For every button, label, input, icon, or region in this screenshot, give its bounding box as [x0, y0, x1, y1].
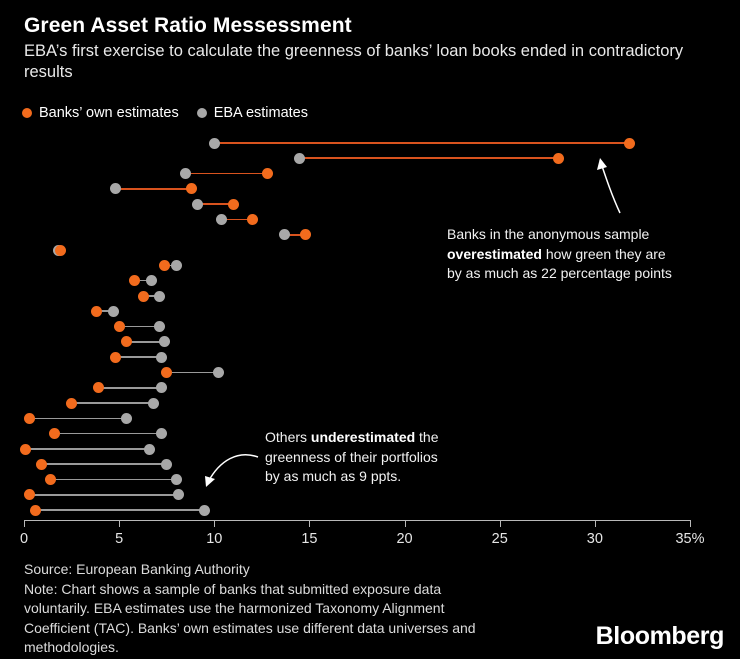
x-axis-tick — [119, 520, 121, 527]
chart-footer: Source: European Banking Authority Note:… — [24, 560, 730, 658]
x-axis-tick-label: 10 — [206, 531, 223, 547]
annotation-underestimated: Others underestimated the greenness of t… — [265, 428, 495, 487]
bloomberg-logo: Bloomberg — [595, 622, 725, 650]
x-axis-tick — [594, 520, 596, 527]
annotation-under-line2: greenness of their portfolios — [265, 448, 438, 465]
circle-marker-icon — [196, 108, 207, 118]
annotation-under-bold: underestimated — [310, 429, 416, 445]
annotation-under-post: the — [415, 429, 439, 445]
x-axis-tick — [309, 520, 311, 527]
page-title: Green Asset Ratio Messessment — [24, 14, 352, 37]
x-axis-tick-label: 35% — [675, 531, 705, 547]
x-axis-tick-label: 0 — [19, 531, 29, 547]
chart-header: Green Asset Ratio Messessment EBA’s firs… — [24, 14, 730, 82]
x-axis-tick-label: 30 — [586, 531, 603, 547]
x-axis-tick — [690, 520, 691, 527]
x-axis-tick-label: 15 — [301, 531, 318, 547]
x-axis-tick-label: 25 — [491, 531, 508, 547]
annotation-over-line2: overestimated how green they are — [447, 245, 707, 265]
x-axis-line — [24, 520, 690, 521]
legend-item-0[interactable]: Banks’ own estimates — [22, 106, 179, 120]
annotation-under-line1: Others underestimated the — [265, 428, 495, 448]
footer-note-line-4: methodologies. — [24, 639, 119, 655]
footer-note-line-2: voluntarily. EBA estimates use the harmo… — [24, 600, 445, 616]
footer-note-line-3: Coefficient (TAC). Banks’ own estimates … — [24, 619, 476, 636]
annotation-over-line1: Banks in the anonymous sample — [447, 226, 650, 242]
annotation-over-line3: by as much as 22 percentage points — [447, 265, 672, 281]
x-axis-tick-label: 20 — [396, 531, 413, 547]
x-axis-tick — [499, 520, 501, 527]
x-axis-tick — [214, 520, 216, 527]
annotation-under-pre: Others — [265, 429, 311, 445]
legend-label-1: EBA estimates — [213, 105, 308, 121]
circle-marker-icon — [22, 108, 32, 118]
legend-item-1[interactable]: EBA estimates — [196, 105, 308, 121]
footer-source: Source: European Banking Authority — [24, 561, 250, 577]
x-axis-tick — [24, 520, 25, 527]
annotation-over-line2-rest: how green they are — [541, 245, 666, 262]
page-subtitle: EBA’s first exercise to calculate the gr… — [24, 42, 684, 81]
chart-legend: Banks’ own estimates EBA estimates — [22, 106, 308, 120]
legend-label-0: Banks’ own estimates — [39, 105, 179, 121]
x-axis-tick-label: 5 — [115, 531, 124, 547]
x-axis-tick — [404, 520, 406, 527]
annotation-under-line3: by as much as 9 ppts. — [265, 468, 402, 484]
annotation-overestimated: Banks in the anonymous sample overestima… — [447, 225, 707, 284]
annotation-over-bold: overestimated — [447, 245, 542, 262]
footer-note-line-1: Note: Chart shows a sample of banks that… — [24, 580, 442, 597]
